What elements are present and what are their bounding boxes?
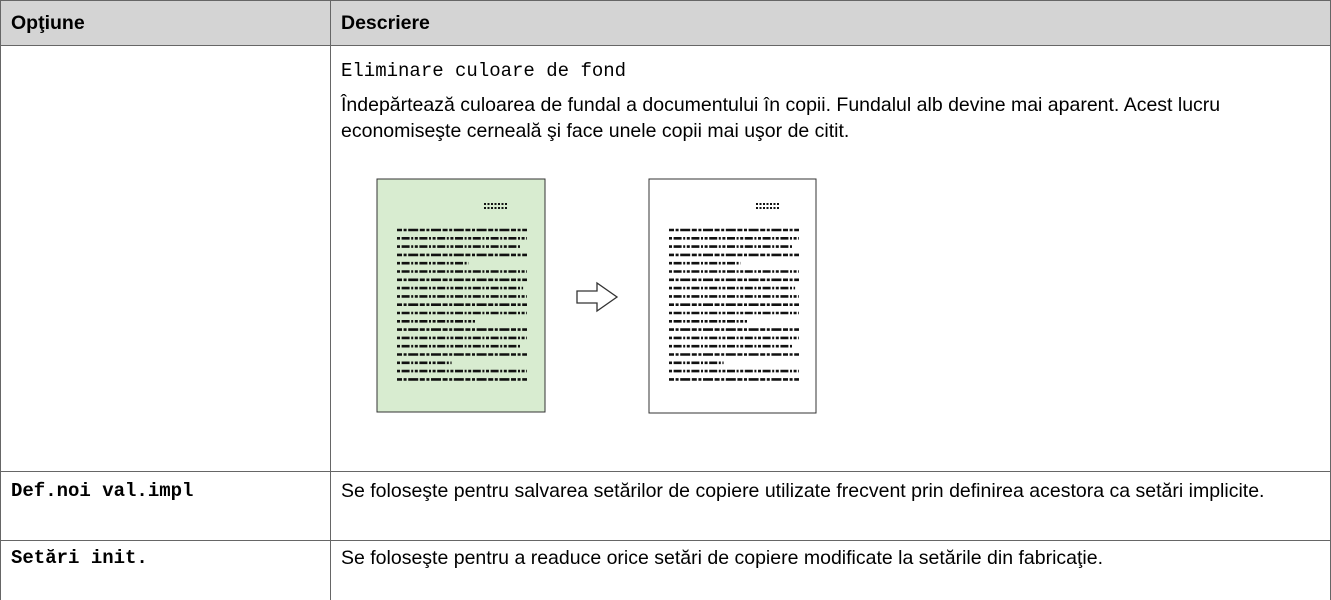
description-cell: Se foloseşte pentru salvarea setărilor d… [330,471,1331,541]
description-cell: Eliminare culoare de fond Îndepărtează c… [330,45,1331,472]
description-text: Îndepărtează culoarea de fundal a docume… [341,94,1221,142]
header-cell: Descriere [330,0,1331,46]
option-cell: Setări init. [0,540,331,600]
table-row: Eliminare culoare de fond Îndepărtează c… [0,45,1331,472]
setting-name: Eliminare culoare de fond [341,60,627,82]
description-cell: Se foloseşte pentru a readuce orice setă… [330,540,1331,600]
illustration [376,178,817,414]
table-row: Setări init. Se foloseşte pentru a readu… [0,540,1331,600]
option-cell [0,45,331,472]
header-row: Opţiune Descriere [0,0,1331,46]
header-cell: Opţiune [0,0,331,46]
option-cell: Def.noi val.impl [0,471,331,541]
arrow [576,281,619,313]
table-row: Def.noi val.impl Se foloseşte pentru sal… [0,471,1331,541]
